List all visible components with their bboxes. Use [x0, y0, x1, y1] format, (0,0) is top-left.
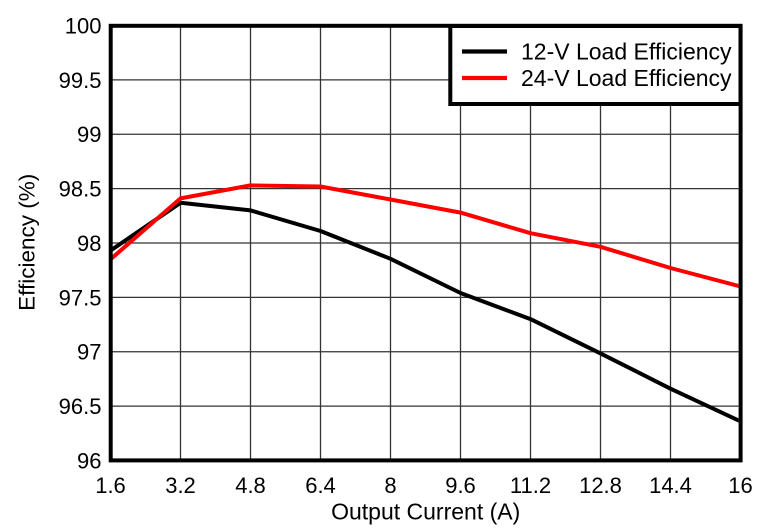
svg-text:99: 99 — [77, 122, 101, 147]
svg-text:4.8: 4.8 — [235, 473, 266, 498]
svg-text:Output Current (A): Output Current (A) — [331, 498, 520, 524]
svg-text:97: 97 — [77, 340, 101, 365]
svg-text:98.5: 98.5 — [59, 177, 102, 202]
svg-text:16: 16 — [728, 473, 752, 498]
svg-text:11.2: 11.2 — [510, 473, 551, 498]
svg-text:8: 8 — [384, 473, 396, 498]
svg-text:9.6: 9.6 — [445, 473, 476, 498]
svg-text:97.5: 97.5 — [59, 285, 102, 310]
svg-text:1.6: 1.6 — [95, 473, 126, 498]
svg-text:Efficiency (%): Efficiency (%) — [15, 174, 40, 311]
svg-text:6.4: 6.4 — [305, 473, 336, 498]
svg-text:98: 98 — [77, 231, 101, 256]
svg-text:3.2: 3.2 — [165, 473, 196, 498]
svg-text:14.4: 14.4 — [649, 473, 692, 498]
svg-text:96.5: 96.5 — [59, 394, 102, 419]
svg-text:12.8: 12.8 — [579, 473, 622, 498]
svg-text:99.5: 99.5 — [59, 68, 102, 93]
svg-text:24-V Load Efficiency: 24-V Load Efficiency — [521, 65, 732, 91]
svg-text:96: 96 — [77, 448, 101, 473]
svg-text:12-V Load Efficiency: 12-V Load Efficiency — [521, 39, 732, 65]
svg-text:100: 100 — [65, 13, 102, 38]
